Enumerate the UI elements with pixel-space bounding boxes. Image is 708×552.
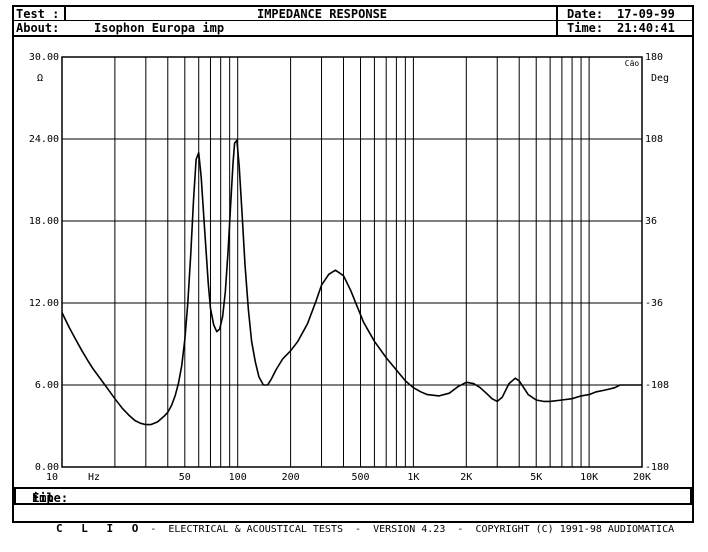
file-bar: File: imp [14, 487, 692, 505]
page-title: IMPEDANCE RESPONSE [256, 7, 388, 21]
x-tick-label: 1K [407, 472, 419, 483]
x-unit-label: Hz [88, 472, 100, 483]
impedance-series-line [61, 139, 642, 426]
x-tick-label: 10 [46, 472, 58, 483]
footer-text: - ELECTRICAL & ACOUSTICAL TESTS - VERSIO… [144, 524, 675, 535]
x-tick-label: 50 [179, 472, 191, 483]
y2-tick-label: -108 [645, 380, 669, 391]
x-tick-label: 5K [530, 472, 542, 483]
y-tick-label: 12.00 [29, 298, 59, 309]
x-tick-label: 20K [633, 472, 651, 483]
x-tick-label: 100 [229, 472, 247, 483]
x-tick-label: 10K [580, 472, 598, 483]
date-value: 17-09-99 [617, 7, 675, 21]
chart-area: 0.00 6.00 12.00 18.00 24.00 30.00 -180 -108 -36 3… [14, 37, 692, 492]
y2-tick-label: 36 [645, 216, 657, 227]
y-tick-label: 18.00 [29, 216, 59, 227]
y2-tick-label: -180 [645, 462, 669, 473]
about-label: About: [16, 21, 60, 35]
y-tick-label: 6.00 [35, 380, 59, 391]
x-tick-label: 2K [460, 472, 472, 483]
clio-window: Test : About: Isophon Europa imp IMPEDAN… [12, 5, 694, 535]
corner-label: Cäo [625, 59, 640, 68]
x-tick-label: 500 [351, 472, 369, 483]
y2-axis-label: Deg [651, 73, 669, 84]
header-divider-v2 [556, 7, 558, 35]
y-tick-label: 0.00 [35, 462, 59, 473]
y-axis-label: Ω [37, 73, 43, 84]
date-label: Date: [567, 7, 604, 21]
x-tick-label: 200 [282, 472, 300, 483]
footer-bar: C L I O - ELECTRICAL & ACOUSTICAL TESTS … [14, 506, 692, 535]
y2-tick-label: -36 [645, 298, 663, 309]
file-label: File: [32, 491, 69, 505]
header-divider-h1 [14, 20, 556, 21]
y2-tick-label: 180 [645, 52, 663, 63]
impedance-chart: 0.00 6.00 12.00 18.00 24.00 30.00 -180 -108 -36 3… [29, 52, 669, 483]
plot-border [61, 56, 643, 468]
time-label: Time: [567, 21, 604, 35]
header-divider-h2 [556, 20, 692, 21]
y-tick-label: 30.00 [29, 52, 59, 63]
header-panel: Test : About: Isophon Europa imp IMPEDAN… [14, 7, 692, 37]
file-value: imp [32, 491, 54, 505]
header-divider-v1 [64, 7, 66, 21]
about-value: Isophon Europa imp [94, 21, 225, 35]
y2-tick-label: 108 [645, 134, 663, 145]
test-label: Test : [16, 7, 60, 21]
time-value: 21:40:41 [617, 21, 675, 35]
brand-name: C L I O [55, 522, 145, 535]
y-tick-label: 24.00 [29, 134, 59, 145]
